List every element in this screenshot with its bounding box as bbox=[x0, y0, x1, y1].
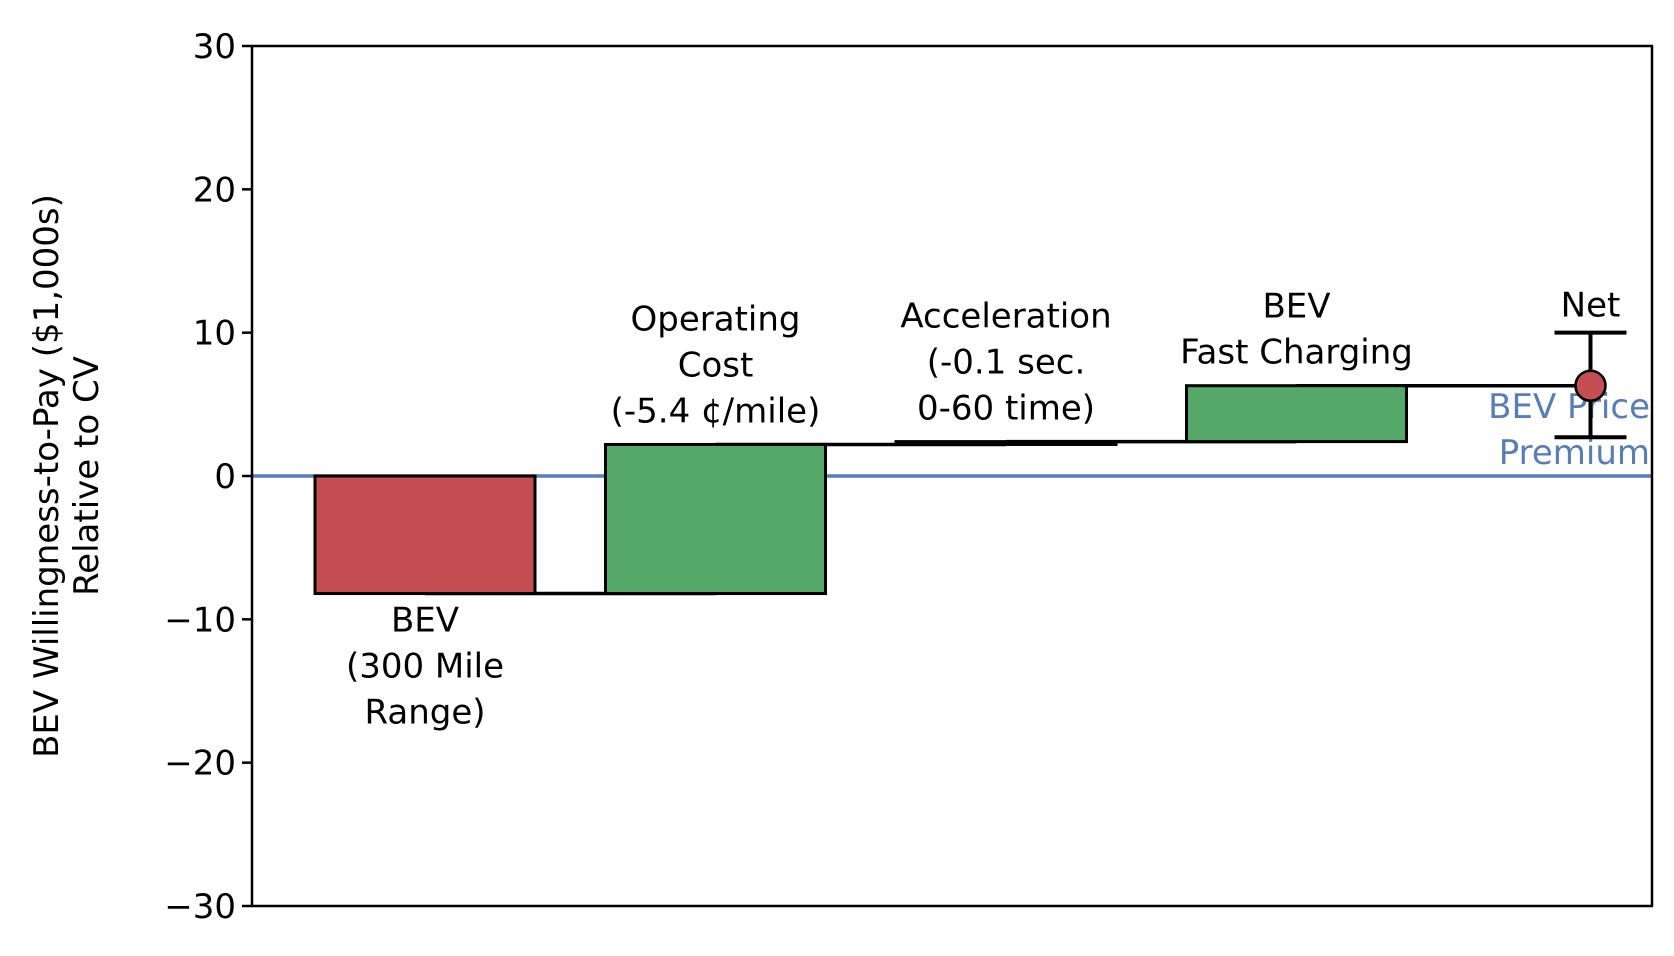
bar-label-line: BEV bbox=[391, 601, 459, 641]
y-axis-label-line: BEV Willingness-to-Pay ($1,000s) bbox=[27, 194, 67, 758]
y-tick-label: 10 bbox=[193, 314, 236, 354]
plot-area: BEV (300 Mile Range) Operating Cost (-5.4 ¢/m… bbox=[27, 27, 1654, 927]
reference-label-line: BEV Price bbox=[1488, 387, 1650, 427]
y-tick-label: 0 bbox=[214, 457, 236, 497]
bar-label: BEV (300 Mile Range) bbox=[346, 601, 504, 733]
y-tick-label: 20 bbox=[193, 170, 236, 210]
bar-label-line: (300 Mile bbox=[346, 647, 504, 687]
bar-label-line: Operating bbox=[631, 299, 801, 339]
y-tick-label: −10 bbox=[164, 600, 236, 640]
bar-label-line: Cost bbox=[678, 345, 754, 385]
waterfall-bar bbox=[1185, 384, 1408, 444]
y-tick-label: −30 bbox=[164, 887, 236, 927]
bar-label-line: Fast Charging bbox=[1180, 333, 1413, 373]
bar-label: Operating Cost (-5.4 ¢/mile) bbox=[611, 299, 821, 431]
bar-label-line: Range) bbox=[364, 693, 485, 733]
net-label: Net bbox=[1561, 286, 1621, 326]
bar-label-line: Acceleration bbox=[900, 297, 1111, 337]
y-tick-label: −20 bbox=[164, 744, 236, 784]
reference-label: BEV Price Premium bbox=[1488, 387, 1650, 473]
waterfall-bar bbox=[894, 440, 1118, 446]
bar-label-line: (-0.1 sec. bbox=[927, 343, 1086, 383]
reference-label-line: Premium bbox=[1499, 433, 1650, 473]
bar-label-line: 0-60 time) bbox=[917, 389, 1095, 429]
y-axis-label-line: Relative to CV bbox=[67, 356, 107, 596]
waterfall-bar bbox=[313, 474, 537, 596]
bar-label: BEV Fast Charging bbox=[1180, 287, 1413, 373]
bar-label-line: BEV bbox=[1262, 287, 1330, 327]
bar-label: Acceleration (-0.1 sec. 0-60 time) bbox=[900, 297, 1111, 429]
y-tick-label: 30 bbox=[193, 27, 236, 67]
net-marker bbox=[1574, 369, 1607, 402]
bar-label-line: (-5.4 ¢/mile) bbox=[611, 391, 821, 431]
waterfall-bar bbox=[604, 442, 827, 596]
y-axis-label: BEV Willingness-to-Pay ($1,000s)Relative… bbox=[27, 194, 107, 758]
